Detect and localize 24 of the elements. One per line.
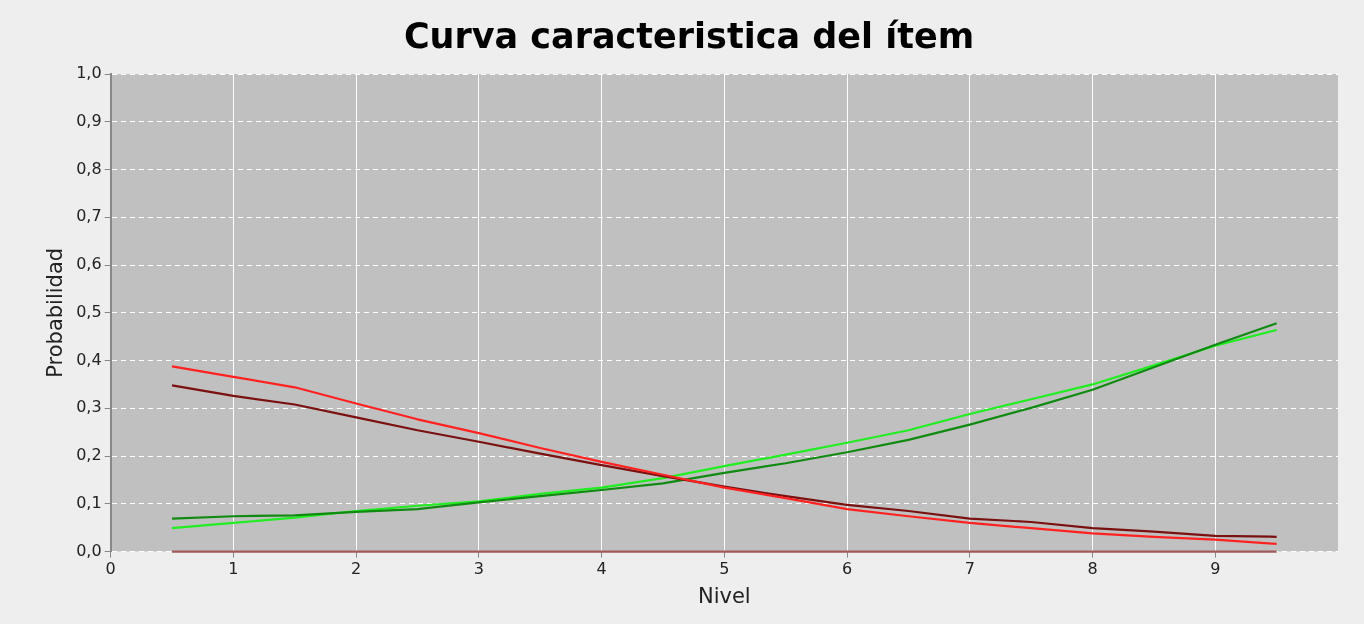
- y-tick-label: 0,7: [76, 206, 102, 226]
- y-tick-label: 0,3: [76, 397, 102, 417]
- chart-title: Curva caracteristica del ítem: [403, 16, 975, 57]
- x-tick-label: 0: [105, 559, 116, 579]
- x-axis-title: Nivel: [697, 583, 751, 608]
- y-tick-label: 0,8: [76, 158, 102, 178]
- y-axis-title: Probabilidad: [43, 247, 68, 378]
- y-tick-label: 0,0: [76, 540, 102, 560]
- y-tick-label: 0,5: [76, 301, 102, 321]
- x-tick-label: 4: [596, 559, 607, 579]
- y-tick-label: 0,1: [76, 493, 102, 512]
- x-tick-label: 9: [1210, 559, 1221, 579]
- x-tick-label: 6: [841, 559, 853, 579]
- x-tick-label: 3: [473, 559, 484, 579]
- x-tick-label: 8: [1087, 559, 1098, 579]
- x-tick-label: 1: [228, 559, 239, 579]
- y-tick-label: 0,6: [76, 254, 102, 274]
- y-tick-label: 0,4: [76, 349, 102, 369]
- y-tick-label: 0,2: [76, 445, 102, 465]
- x-tick-label: 2: [351, 559, 362, 579]
- y-tick-label: 0,9: [76, 110, 102, 130]
- x-tick-label: 7: [964, 559, 975, 579]
- y-tick-label: 1,0: [76, 63, 102, 83]
- x-tick-label: 5: [719, 559, 730, 579]
